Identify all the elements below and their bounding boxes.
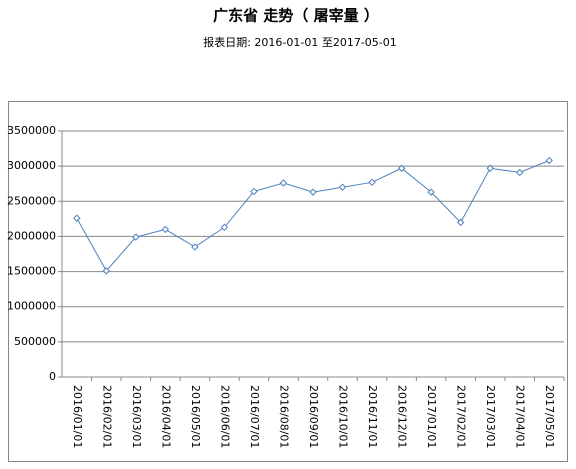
marker xyxy=(545,156,553,165)
marker xyxy=(279,179,288,187)
y-tick-label: 2500000 xyxy=(7,194,56,207)
line xyxy=(76,160,550,272)
x-tick-label: 2017/05/01 xyxy=(543,385,556,448)
marker xyxy=(73,214,81,222)
marker xyxy=(486,164,494,172)
y-tick-label: 3500000 xyxy=(7,124,56,137)
x-tick-label: 2016/01/01 xyxy=(71,385,84,448)
x-tick-label: 2016/09/01 xyxy=(307,385,320,448)
marker xyxy=(515,168,524,177)
x-tick-label: 2016/08/01 xyxy=(277,385,290,448)
x-tick-label: 2016/10/01 xyxy=(337,385,350,448)
marker xyxy=(250,187,258,196)
marker xyxy=(368,178,376,187)
marker xyxy=(309,188,317,196)
x-tick-label: 2016/05/01 xyxy=(189,385,202,448)
marker xyxy=(102,267,111,275)
x-tick-label: 2016/03/01 xyxy=(130,385,143,448)
marker xyxy=(161,225,170,234)
x-tick-label: 2017/01/01 xyxy=(425,385,438,448)
marker xyxy=(338,183,347,191)
marker xyxy=(220,223,229,231)
x-tick-label: 2016/06/01 xyxy=(218,385,231,448)
y-tick-label: 0 xyxy=(49,370,56,383)
x-tick-label: 2017/04/01 xyxy=(514,385,527,448)
marker xyxy=(191,243,199,251)
x-tick-label: 2016/11/01 xyxy=(366,385,379,448)
x-tick-label: 2016/02/01 xyxy=(100,385,113,448)
y-tick-label: 3000000 xyxy=(7,159,56,172)
chart-subtitle: 报表日期: 2016-01-01 至2017-05-01 xyxy=(203,35,397,49)
x-tick-label: 2017/03/01 xyxy=(484,385,497,448)
marker xyxy=(427,188,435,196)
x-tick-label: 2016/07/01 xyxy=(248,385,261,448)
x-tick-label: 2016/12/01 xyxy=(396,385,409,448)
chart-title: 广东省 走势（ 屠宰量 ） xyxy=(213,7,379,25)
y-tick-label: 1500000 xyxy=(7,265,56,278)
x-tick-label: 2016/04/01 xyxy=(159,385,172,448)
marker xyxy=(456,218,465,227)
x-tick-label: 2017/02/01 xyxy=(455,385,468,448)
y-tick-label: 2000000 xyxy=(7,229,56,242)
y-tick-label: 1000000 xyxy=(7,300,56,313)
marker xyxy=(132,233,140,241)
y-tick-label: 500000 xyxy=(14,335,56,348)
chart-frame xyxy=(8,101,568,462)
marker xyxy=(397,164,406,172)
